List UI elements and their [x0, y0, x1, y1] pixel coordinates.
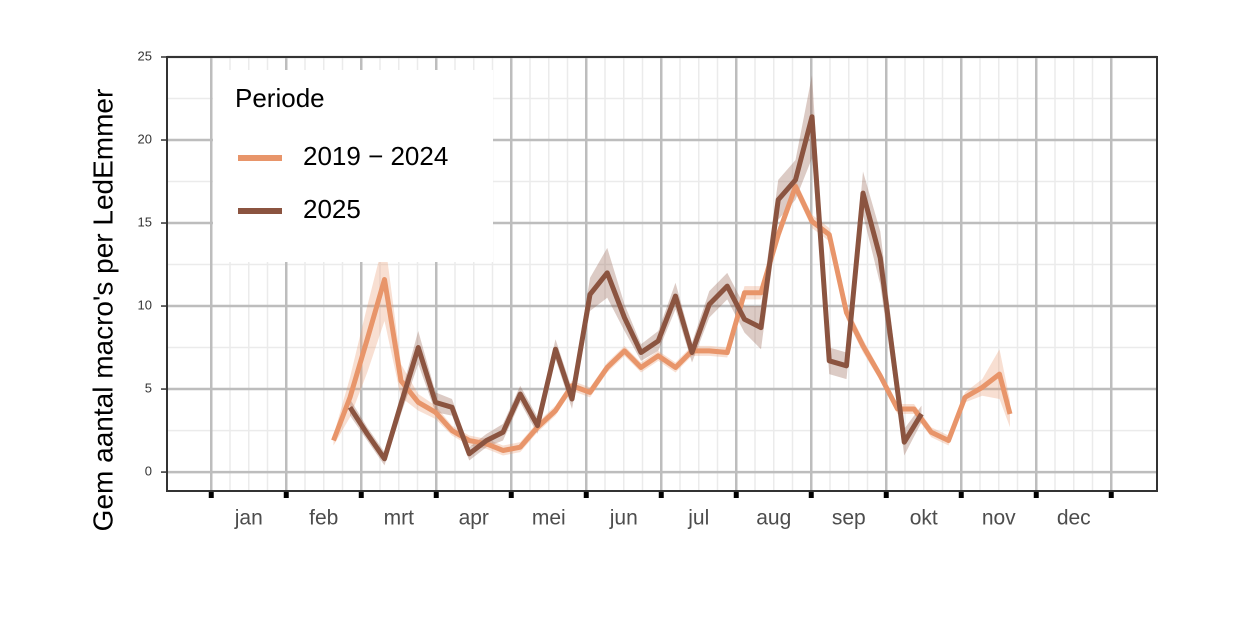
line	[347, 114, 924, 462]
y-tick-label: 25	[138, 48, 152, 63]
x-tick-label: jun	[609, 507, 638, 530]
legend-label: 2019 − 2024	[303, 141, 448, 171]
x-tick-label: aug	[756, 507, 791, 530]
legend-box	[213, 70, 493, 262]
y-tick-label: 5	[145, 380, 152, 395]
x-tick-label: sep	[832, 507, 866, 530]
legend-title: Periode	[235, 83, 325, 113]
plot-border	[166, 56, 1158, 492]
line	[331, 184, 1013, 453]
y-tick-label: 0	[145, 464, 152, 479]
legend-label: 2025	[303, 194, 361, 224]
x-tick-label: jul	[687, 507, 709, 530]
x-tick-label: jan	[234, 507, 263, 530]
x-tick-label: mrt	[384, 507, 414, 530]
x-tick-label: feb	[309, 507, 338, 530]
x-tick-label: apr	[459, 507, 489, 530]
y-tick-label: 20	[138, 131, 152, 146]
y-axis-label: Gem aantal macro's per LedEmmer	[87, 89, 118, 532]
y-tick-label: 15	[138, 214, 152, 229]
x-tick-label: nov	[982, 507, 1016, 530]
x-tick-label: okt	[910, 507, 938, 530]
x-tick-label: mei	[532, 507, 566, 530]
y-tick-label: 10	[138, 297, 152, 312]
x-tick-label: dec	[1057, 507, 1091, 530]
